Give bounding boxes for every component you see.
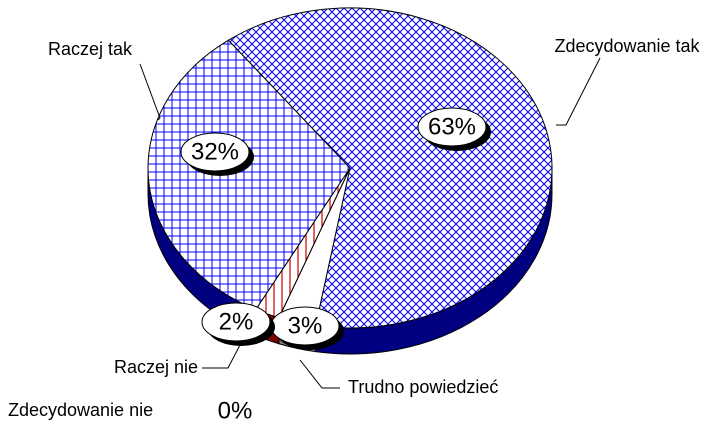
percent-label: 2% xyxy=(219,308,254,335)
slice xyxy=(147,39,351,311)
leader-line xyxy=(299,359,340,389)
leader-line xyxy=(556,57,601,126)
category-label: Raczej tak xyxy=(48,39,133,59)
category-label: Zdecydowanie nie xyxy=(8,400,153,420)
percent-label: 32% xyxy=(191,138,239,165)
percent-label: 63% xyxy=(428,113,476,140)
leader-line xyxy=(139,63,161,121)
label-bubble xyxy=(201,302,271,342)
leader-line xyxy=(202,344,241,369)
category-label: Trudno powiedzieć xyxy=(348,377,498,397)
category-label: Raczej nie xyxy=(114,357,198,377)
label-bubble xyxy=(417,107,487,147)
slice xyxy=(227,7,553,329)
category-label: Zdecydowanie tak xyxy=(554,36,700,56)
label-bubble xyxy=(180,132,250,172)
percent-label: 3% xyxy=(288,312,323,339)
percent-label: 0% xyxy=(218,397,253,423)
